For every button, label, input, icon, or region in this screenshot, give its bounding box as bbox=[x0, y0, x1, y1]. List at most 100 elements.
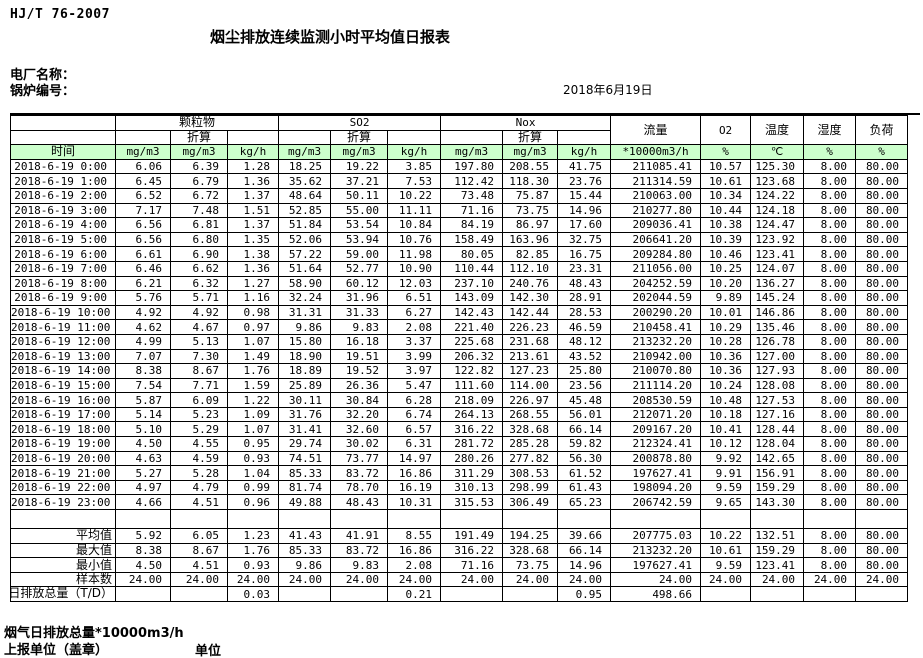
value-cell: 6.27 bbox=[387, 304, 442, 321]
report-date: 2018年6月19日 bbox=[563, 83, 653, 97]
unit-label: 单位 bbox=[195, 644, 222, 658]
value-cell: 24.00 bbox=[855, 571, 909, 588]
value-cell: 7.54 bbox=[115, 377, 171, 394]
value-cell: 80.00 bbox=[855, 406, 909, 423]
value-cell: 210277.80 bbox=[610, 202, 702, 219]
value-cell: 6.56 bbox=[115, 217, 171, 233]
time-cell: 2018-6-19 15:00 bbox=[10, 377, 116, 394]
value-cell: 142.30 bbox=[502, 290, 559, 306]
value-cell: 202044.59 bbox=[610, 290, 702, 306]
time-cell: 2018-6-19 21:00 bbox=[10, 465, 116, 481]
value-cell: 31.76 bbox=[278, 406, 332, 423]
value-cell: 5.28 bbox=[170, 465, 228, 481]
blank-cell bbox=[278, 129, 332, 146]
value-cell: 51.84 bbox=[278, 217, 332, 233]
value-cell: 0.99 bbox=[226, 479, 280, 496]
value-cell: 6.62 bbox=[170, 260, 228, 277]
value-cell: 1.09 bbox=[226, 406, 280, 423]
value-cell: 56.01 bbox=[557, 406, 612, 423]
value-cell: 10.31 bbox=[387, 494, 442, 511]
value-cell: 6.21 bbox=[115, 275, 171, 292]
value-cell: 24.00 bbox=[226, 571, 280, 588]
value-cell: 71.16 bbox=[440, 202, 504, 219]
plant-name-label: 电厂名称： bbox=[10, 68, 76, 83]
value-cell: 10.22 bbox=[700, 528, 752, 544]
value-cell: 191.49 bbox=[440, 528, 504, 544]
value-cell: 18.90 bbox=[278, 348, 332, 365]
value-cell: 209036.41 bbox=[610, 217, 702, 233]
value-cell: 210070.80 bbox=[610, 363, 702, 379]
unit-cell: mg/m3 bbox=[115, 144, 171, 160]
value-cell: 1.76 bbox=[226, 363, 280, 379]
value-cell: 197627.41 bbox=[610, 557, 702, 573]
value-cell: 65.23 bbox=[557, 494, 612, 511]
value-cell: 19.51 bbox=[330, 348, 389, 365]
value-cell: 80.00 bbox=[855, 392, 909, 408]
value-cell: 6.31 bbox=[387, 436, 442, 452]
value-cell: 14.96 bbox=[557, 557, 612, 573]
value-cell: 226.97 bbox=[502, 392, 559, 408]
pm-converted-label: 折算 bbox=[170, 129, 228, 146]
value-cell: 4.51 bbox=[170, 494, 228, 511]
value-cell: 1.59 bbox=[226, 377, 280, 394]
value-cell: 0.96 bbox=[226, 494, 280, 511]
value-cell: 8.38 bbox=[115, 363, 171, 379]
value-cell: 14.97 bbox=[387, 450, 442, 467]
value-cell: 1.27 bbox=[226, 275, 280, 292]
value-cell: 8.00 bbox=[803, 217, 857, 233]
value-cell: 6.56 bbox=[115, 231, 171, 248]
value-cell: 31.33 bbox=[330, 304, 389, 321]
value-cell: 4.55 bbox=[170, 436, 228, 452]
blank-cell bbox=[387, 129, 442, 146]
value-cell: 6.51 bbox=[387, 290, 442, 306]
value-cell: 123.41 bbox=[750, 557, 805, 573]
unit-cell: % bbox=[855, 144, 909, 160]
col-group-so2: SO2 bbox=[278, 115, 442, 131]
value-cell: 80.05 bbox=[440, 246, 504, 262]
value-cell: 1.35 bbox=[226, 231, 280, 248]
value-cell: 25.89 bbox=[278, 377, 332, 394]
value-cell: 8.00 bbox=[803, 246, 857, 262]
value-cell: 10.39 bbox=[700, 231, 752, 248]
value-cell: 8.00 bbox=[803, 528, 857, 544]
value-cell: 5.92 bbox=[115, 528, 171, 544]
value-cell: 328.68 bbox=[502, 421, 559, 438]
value-cell: 10.28 bbox=[700, 333, 752, 350]
value-cell: 194.25 bbox=[502, 528, 559, 544]
value-cell: 80.00 bbox=[855, 275, 909, 292]
value-cell: 80.00 bbox=[855, 217, 909, 233]
value-cell: 124.07 bbox=[750, 260, 805, 277]
value-cell: 6.28 bbox=[387, 392, 442, 408]
value-cell: 10.61 bbox=[700, 542, 752, 559]
value-cell: 8.00 bbox=[803, 542, 857, 559]
blank-cell bbox=[803, 509, 857, 530]
table-row: 2018-6-19 0:00 6.06 6.39 1.28 18.25 19.22 3.85… bbox=[10, 158, 909, 175]
value-cell: 46.59 bbox=[557, 319, 612, 335]
value-cell: 264.13 bbox=[440, 406, 504, 423]
value-cell: 308.53 bbox=[502, 465, 559, 481]
value-cell: 16.19 bbox=[387, 479, 442, 496]
value-cell: 41.91 bbox=[330, 528, 389, 544]
value-cell bbox=[278, 586, 332, 602]
blank-cell bbox=[10, 129, 116, 146]
value-cell: 24.00 bbox=[557, 571, 612, 588]
table-row: 2018-6-19 13:00 7.07 7.30 1.49 18.90 19.51 3.9… bbox=[10, 348, 909, 365]
value-cell: 9.59 bbox=[700, 557, 752, 573]
time-cell: 2018-6-19 0:00 bbox=[10, 158, 116, 175]
blank-cell bbox=[750, 509, 805, 530]
value-cell: 11.98 bbox=[387, 246, 442, 262]
value-cell: 143.30 bbox=[750, 494, 805, 511]
value-cell: 0.93 bbox=[226, 450, 280, 467]
unit-cell: kg/h bbox=[226, 144, 280, 160]
value-cell: 19.22 bbox=[330, 158, 389, 175]
value-cell: 240.76 bbox=[502, 275, 559, 292]
unit-cell: ℃ bbox=[750, 144, 805, 160]
value-cell: 16.18 bbox=[330, 333, 389, 350]
value-cell: 80.00 bbox=[855, 290, 909, 306]
value-cell: 24.00 bbox=[387, 571, 442, 588]
value-cell: 498.66 bbox=[610, 586, 702, 602]
value-cell: 1.36 bbox=[226, 173, 280, 189]
value-cell: 124.47 bbox=[750, 217, 805, 233]
value-cell: 198094.20 bbox=[610, 479, 702, 496]
